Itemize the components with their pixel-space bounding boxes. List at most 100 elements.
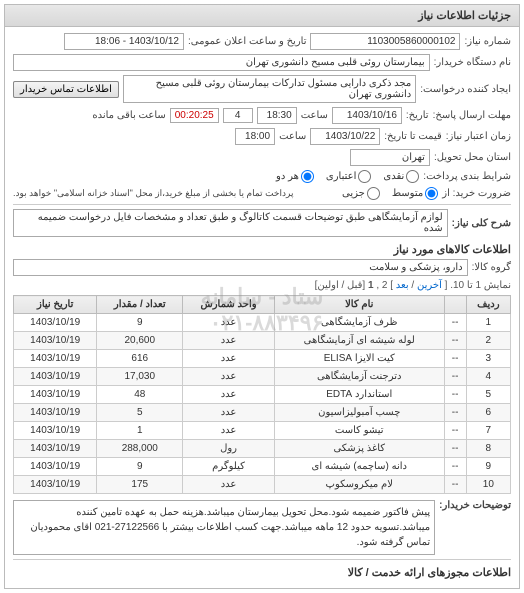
table-row[interactable]: 9--دانه (ساچمه) شیشه ایکیلوگرم91403/10/1… bbox=[14, 458, 511, 476]
table-cell: دانه (ساچمه) شیشه ای bbox=[274, 458, 444, 476]
goods-section-title: اطلاعات کالاهای مورد نیاز bbox=[13, 243, 511, 256]
table-cell: عدد bbox=[183, 332, 275, 350]
table-cell: 1403/10/19 bbox=[14, 422, 97, 440]
pager-next-link[interactable]: بعد bbox=[396, 280, 409, 291]
delivery-place-label: استان محل تحویل: bbox=[434, 152, 511, 163]
table-cell: عدد bbox=[183, 404, 275, 422]
table-row[interactable]: 1--ظرف آزمایشگاهیعدد91403/10/19 bbox=[14, 314, 511, 332]
table-cell: 1403/10/19 bbox=[14, 314, 97, 332]
table-cell: چسب آمبولیزاسیون bbox=[274, 404, 444, 422]
table-cell: -- bbox=[444, 422, 466, 440]
table-cell: 1403/10/19 bbox=[14, 476, 97, 494]
buyer-org-value: بیمارستان روئی قلبی مسیح دانشوری تهران bbox=[13, 54, 430, 71]
table-cell: تیشو کاست bbox=[274, 422, 444, 440]
pack-both-radio[interactable]: هر دو bbox=[276, 170, 314, 183]
delivery-place: تهران bbox=[350, 149, 430, 166]
goods-table: ردیف نام کالاواحد شمارشتعداد / مقدارتاریخ… bbox=[13, 295, 511, 494]
need-title-value: لوازم آزمایشگاهی طبق توضیحات قسمت کاتالو… bbox=[13, 209, 448, 237]
panel-title: جزئیات اطلاعات نیاز bbox=[5, 5, 519, 27]
buyer-org-label: نام دستگاه خریدار: bbox=[434, 57, 511, 68]
table-header-cell: ردیف bbox=[466, 296, 510, 314]
table-cell: کاغذ پزشکی bbox=[274, 440, 444, 458]
pager-current: 1 bbox=[368, 280, 374, 291]
buyer-desc-label: توضیحات خریدار: bbox=[439, 500, 511, 511]
table-cell: 1403/10/19 bbox=[14, 332, 97, 350]
table-row[interactable]: 3--کیت الایزا ELISAعدد6161403/10/19 bbox=[14, 350, 511, 368]
need-title-label: شرح کلی نیاز: bbox=[452, 218, 511, 229]
announce-label: تاریخ و ساعت اعلان عمومی: bbox=[188, 36, 307, 47]
table-cell: عدد bbox=[183, 476, 275, 494]
table-cell: لام میکروسکوپ bbox=[274, 476, 444, 494]
table-cell: 3 bbox=[466, 350, 510, 368]
table-cell: -- bbox=[444, 314, 466, 332]
table-cell: عدد bbox=[183, 386, 275, 404]
urgency-label: ضرورت خرید: از bbox=[442, 188, 511, 199]
table-cell: 48 bbox=[97, 386, 183, 404]
table-cell: 1 bbox=[466, 314, 510, 332]
table-header-cell: تعداد / مقدار bbox=[97, 296, 183, 314]
table-cell: -- bbox=[444, 386, 466, 404]
table-cell: دترجنت آزمایشگاهی bbox=[274, 368, 444, 386]
table-cell: -- bbox=[444, 476, 466, 494]
table-cell: 9 bbox=[466, 458, 510, 476]
table-cell: عدد bbox=[183, 314, 275, 332]
table-cell: 20,600 bbox=[97, 332, 183, 350]
payment-note: پرداخت تمام یا بخشی از مبلغ خرید،از محل … bbox=[13, 188, 293, 199]
table-cell: 4 bbox=[466, 368, 510, 386]
goods-group-value: دارو، پزشکی و سلامت bbox=[13, 259, 468, 276]
table-cell: 1403/10/19 bbox=[14, 404, 97, 422]
table-cell: 17,030 bbox=[97, 368, 183, 386]
table-row[interactable]: 2--لوله شیشه ای آزمایشگاهیعدد20,6001403/… bbox=[14, 332, 511, 350]
pager: نمایش 1 تا 10. [ آخرین / بعد ] 2 , 1 [قب… bbox=[13, 280, 511, 291]
table-cell: عدد bbox=[183, 350, 275, 368]
table-row[interactable]: 7--تیشو کاستعدد11403/10/19 bbox=[14, 422, 511, 440]
table-row[interactable]: 6--چسب آمبولیزاسیونعدد51403/10/19 bbox=[14, 404, 511, 422]
countdown-timer: 00:20:25 bbox=[170, 108, 219, 123]
table-cell: 1403/10/19 bbox=[14, 440, 97, 458]
reply-deadline-label: مهلت ارسال پاسخ: bbox=[433, 110, 511, 121]
table-row[interactable]: 10--لام میکروسکوپعدد1751403/10/19 bbox=[14, 476, 511, 494]
table-cell: کیلوگرم bbox=[183, 458, 275, 476]
table-cell: -- bbox=[444, 350, 466, 368]
reply-date: 1403/10/16 bbox=[332, 107, 402, 124]
pack-etebari-radio[interactable]: اعتباری bbox=[326, 170, 371, 183]
table-cell: 6 bbox=[466, 404, 510, 422]
announce-value: 1403/10/12 - 18:06 bbox=[64, 33, 184, 50]
pack-naghd-radio[interactable]: نقدی bbox=[383, 170, 419, 183]
pager-last-link[interactable]: آخرین bbox=[417, 280, 442, 291]
pack-label: شرایط بندی پرداخت: bbox=[423, 171, 511, 182]
table-cell: 7 bbox=[466, 422, 510, 440]
table-cell: -- bbox=[444, 332, 466, 350]
table-cell: 1403/10/19 bbox=[14, 458, 97, 476]
table-cell: 288,000 bbox=[97, 440, 183, 458]
table-cell: -- bbox=[444, 440, 466, 458]
table-row[interactable]: 5--استاندارد EDTAعدد481403/10/19 bbox=[14, 386, 511, 404]
table-cell: عدد bbox=[183, 368, 275, 386]
table-cell: لوله شیشه ای آزمایشگاهی bbox=[274, 332, 444, 350]
days-input[interactable]: 4 bbox=[223, 108, 253, 123]
table-cell: 1403/10/19 bbox=[14, 350, 97, 368]
table-cell: 175 bbox=[97, 476, 183, 494]
table-cell: ظرف آزمایشگاهی bbox=[274, 314, 444, 332]
table-cell: کیت الایزا ELISA bbox=[274, 350, 444, 368]
requester-label: ایجاد کننده درخواست: bbox=[420, 84, 511, 95]
table-row[interactable]: 4--دترجنت آزمایشگاهیعدد17,0301403/10/19 bbox=[14, 368, 511, 386]
table-row[interactable]: 8--کاغذ پزشکیرول288,0001403/10/19 bbox=[14, 440, 511, 458]
table-cell: رول bbox=[183, 440, 275, 458]
contact-button[interactable]: اطلاعات تماس خریدار bbox=[13, 81, 119, 98]
to-date: 1403/10/22 bbox=[310, 128, 380, 145]
buyer-desc-value: پیش فاکتور ضمیمه شود.محل تحویل بیمارستان… bbox=[13, 500, 435, 555]
history-label: تاریخ: bbox=[406, 110, 429, 121]
table-cell: 5 bbox=[97, 404, 183, 422]
goods-group-label: گروه کالا: bbox=[472, 262, 511, 273]
price-to-label: قیمت تا تاریخ: bbox=[384, 131, 441, 142]
urg-low-radio[interactable]: متوسط bbox=[392, 187, 438, 200]
table-cell: 616 bbox=[97, 350, 183, 368]
remaining-label: ساعت باقی مانده bbox=[92, 110, 165, 121]
table-header-cell: نام کالا bbox=[274, 296, 444, 314]
time-label-1: ساعت bbox=[301, 110, 328, 121]
urg-high-radio[interactable]: جزیی bbox=[342, 187, 380, 200]
table-header-cell: تاریخ نیاز bbox=[14, 296, 97, 314]
table-cell: 10 bbox=[466, 476, 510, 494]
table-header-cell: واحد شمارش bbox=[183, 296, 275, 314]
